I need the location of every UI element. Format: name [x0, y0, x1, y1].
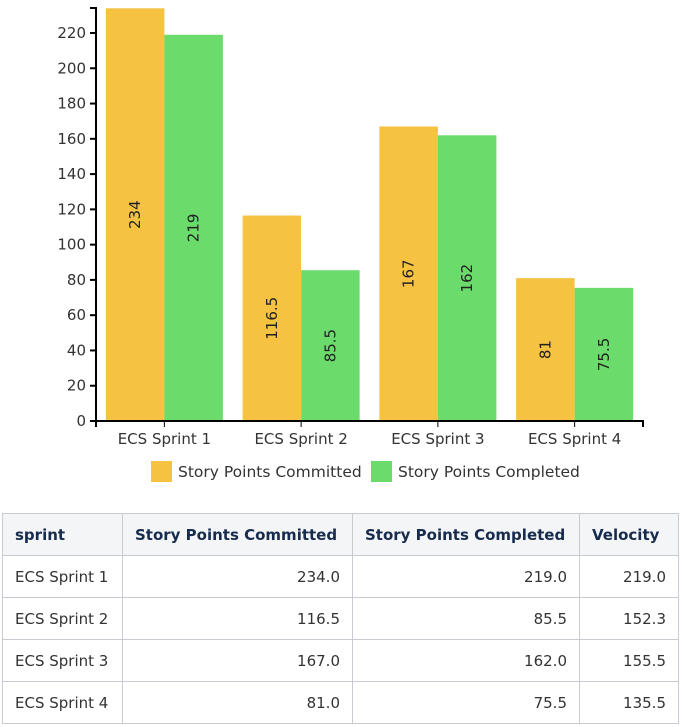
y-tick-label: 140 — [57, 165, 86, 183]
legend-swatch-committed — [151, 461, 172, 482]
bar-committed — [242, 215, 302, 421]
y-axis-line — [90, 7, 97, 422]
bar-value-label: 85.5 — [321, 329, 339, 362]
y-tick-label: 60 — [67, 306, 86, 324]
y-axis: 0 20 40 60 80 100 120 140 160 180 200 220 — [57, 7, 97, 430]
cell-sprint: ECS Sprint 3 — [2, 639, 123, 682]
data-table: sprint Story Points Committed Story Poin… — [2, 513, 679, 724]
cell-committed: 167.0 — [122, 639, 353, 682]
y-tick-label: 80 — [67, 271, 86, 289]
y-tick-label: 200 — [57, 59, 86, 77]
cell-sprint: ECS Sprint 4 — [2, 681, 123, 724]
y-tick-label: 0 — [76, 412, 86, 430]
bar-committed — [516, 278, 575, 421]
y-tick-label: 220 — [57, 24, 86, 42]
cell-velocity: 155.5 — [579, 639, 679, 682]
bar-chart: 234 219 116.5 85.5 167 162 81 75.5 0 20 40 60 80 100… — [57, 7, 644, 482]
bar-value-label: 162 — [458, 264, 476, 293]
x-tick-label: ECS Sprint 2 — [254, 430, 347, 448]
header-velocity[interactable]: Velocity — [579, 513, 679, 556]
x-tick-label: ECS Sprint 1 — [118, 430, 211, 448]
bar-completed — [301, 270, 360, 421]
cell-velocity: 135.5 — [579, 681, 679, 724]
cell-committed: 81.0 — [122, 681, 353, 724]
header-committed[interactable]: Story Points Committed — [122, 513, 353, 556]
bar-value-label: 167 — [400, 259, 418, 288]
bar-committed — [379, 126, 438, 422]
header-sprint[interactable]: sprint — [2, 513, 123, 556]
y-tick-label: 100 — [57, 236, 86, 254]
header-completed[interactable]: Story Points Completed — [352, 513, 580, 556]
table-row: ECS Sprint 3 167.0 162.0 155.5 — [2, 639, 679, 682]
cell-completed: 219.0 — [352, 555, 580, 598]
cell-committed: 234.0 — [122, 555, 353, 598]
cell-sprint: ECS Sprint 1 — [2, 555, 123, 598]
bar-value-label: 234 — [126, 200, 144, 229]
table-row: ECS Sprint 4 81.0 75.5 135.5 — [2, 681, 679, 724]
table-row: ECS Sprint 1 234.0 219.0 219.0 — [2, 555, 679, 598]
bar-completed — [164, 34, 223, 421]
bar-committed — [105, 8, 165, 422]
bar-value-label: 81 — [536, 340, 554, 359]
cell-completed: 85.5 — [352, 597, 580, 640]
table-row: ECS Sprint 2 116.5 85.5 152.3 — [2, 597, 679, 640]
x-axis: ECS Sprint 1 ECS Sprint 2 ECS Sprint 3 ECS … — [95, 420, 644, 448]
cell-completed: 162.0 — [352, 639, 580, 682]
bar-value-label: 75.5 — [595, 338, 613, 371]
bar-value-label: 219 — [185, 214, 203, 243]
bar-completed — [437, 135, 497, 422]
cell-velocity: 219.0 — [579, 555, 679, 598]
x-tick-label: ECS Sprint 3 — [391, 430, 484, 448]
cell-velocity: 152.3 — [579, 597, 679, 640]
legend-label: Story Points Completed — [398, 463, 580, 481]
y-tick-label: 20 — [67, 377, 86, 395]
y-tick-label: 120 — [57, 200, 86, 218]
y-tick-label: 40 — [67, 341, 86, 359]
cell-committed: 116.5 — [122, 597, 353, 640]
y-tick-label: 160 — [57, 130, 86, 148]
x-axis-line — [95, 420, 644, 427]
legend-label: Story Points Committed — [178, 463, 362, 481]
bar-value-label: 116.5 — [263, 297, 281, 340]
x-tick-label: ECS Sprint 4 — [528, 430, 621, 448]
legend: Story Points Committed Story Points Compl… — [151, 461, 580, 482]
bars-layer: 234 219 116.5 85.5 167 162 81 75.5 — [105, 8, 634, 422]
bar-completed — [574, 287, 634, 421]
y-tick-label: 180 — [57, 95, 86, 113]
legend-swatch-completed — [371, 461, 392, 482]
cell-sprint: ECS Sprint 2 — [2, 597, 123, 640]
table-header-row: sprint Story Points Committed Story Poin… — [2, 513, 679, 556]
cell-completed: 75.5 — [352, 681, 580, 724]
